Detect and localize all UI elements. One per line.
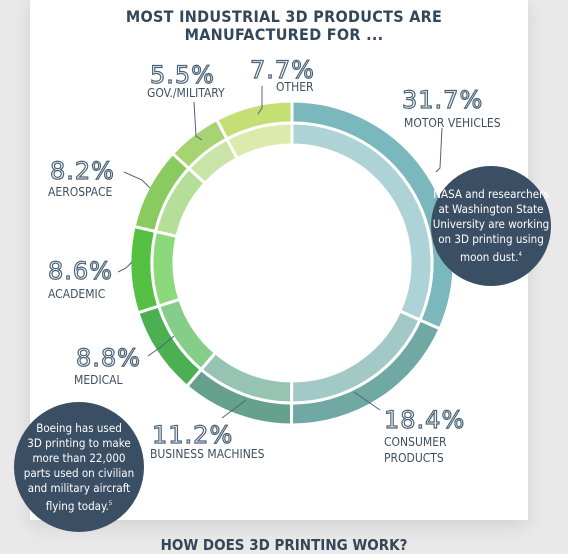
value-label-academic: 8.6% — [48, 257, 113, 285]
boeing-fact-line: and military aircraft — [27, 480, 131, 495]
boeing-fact-last: flying today. — [45, 498, 109, 513]
leader-line-academic — [117, 261, 133, 273]
leader-line-motor-vehicles — [435, 127, 443, 173]
value-label-medical: 8.8% — [76, 344, 141, 372]
category-label-other: OTHER — [276, 80, 314, 94]
category-label-motor-vehicles: MOTOR VEHICLES — [404, 116, 501, 130]
leader-line-consumer-products — [353, 391, 381, 411]
chart-title-line-2: MANUFACTURED FOR ... — [184, 25, 384, 44]
nasa-fact-line: at Washington State — [438, 202, 544, 217]
next-section-heading: HOW DOES 3D PRINTING WORK? — [160, 536, 408, 554]
chart-title-line-1: MOST INDUSTRIAL 3D PRODUCTS ARE — [125, 7, 443, 26]
value-label-motor-vehicles: 31.7% — [402, 86, 483, 114]
boeing-fact-bubble: Boeing has used 3D printing to make more… — [14, 402, 144, 532]
boeing-fact-text: Boeing has used 3D printing to make more… — [24, 421, 134, 514]
value-label-aerospace: 8.2% — [50, 157, 115, 185]
nasa-fact-line: NASA and researchers — [433, 187, 549, 202]
nasa-fact-bubble: NASA and researchers at Washington State… — [431, 166, 551, 286]
slice-inner-academic — [150, 229, 182, 308]
category-label-consumer-products: PRODUCTS — [384, 451, 444, 465]
value-label-gov-military: 5.5% — [150, 61, 215, 89]
boeing-fact-line: more than 22,000 — [32, 450, 126, 465]
boeing-fact-line: parts used on civilian — [23, 465, 135, 480]
boeing-fact-line: 3D printing to make — [27, 435, 131, 450]
leader-line-business-machines — [221, 399, 247, 419]
boeing-fact-line: flying today.5 — [24, 496, 134, 514]
nasa-fact-line: on 3D printing using — [438, 232, 544, 247]
leader-line-medical — [147, 335, 175, 357]
boeing-fact-line: Boeing has used — [36, 420, 122, 435]
category-label-consumer-products: CONSUMER — [384, 435, 447, 449]
category-label-academic: ACADEMIC — [48, 287, 105, 301]
leader-line-other — [257, 86, 263, 115]
nasa-fact-text: NASA and researchers at Washington State… — [433, 187, 550, 265]
nasa-fact-line: University are working — [432, 217, 550, 232]
nasa-footnote: 4 — [518, 251, 522, 259]
category-label-medical: MEDICAL — [74, 373, 123, 387]
boeing-footnote: 5 — [108, 499, 113, 507]
value-label-consumer-products: 18.4% — [384, 406, 465, 434]
leader-line-gov-military — [193, 101, 203, 141]
category-label-business-machines: BUSINESS MACHINES — [150, 447, 265, 461]
value-label-other: 7.7% — [250, 56, 315, 84]
category-label-gov-military: GOV./MILITARY — [147, 86, 225, 100]
nasa-fact-last: moon dust. — [460, 249, 519, 264]
donut-segments — [128, 99, 456, 427]
chart-title: MOST INDUSTRIAL 3D PRODUCTS ARE MANUFACT… — [0, 8, 568, 44]
nasa-fact-line: moon dust.4 — [433, 247, 550, 265]
category-label-aerospace: AEROSPACE — [48, 185, 113, 199]
donut-labels: 31.7% MOTOR VEHICLES 18.4%CONSUMER PRODUCTS… — [47, 55, 501, 465]
slice-inner-other — [224, 121, 294, 161]
leader-line-aerospace — [123, 171, 151, 189]
value-label-business-machines: 11.2% — [152, 421, 233, 449]
